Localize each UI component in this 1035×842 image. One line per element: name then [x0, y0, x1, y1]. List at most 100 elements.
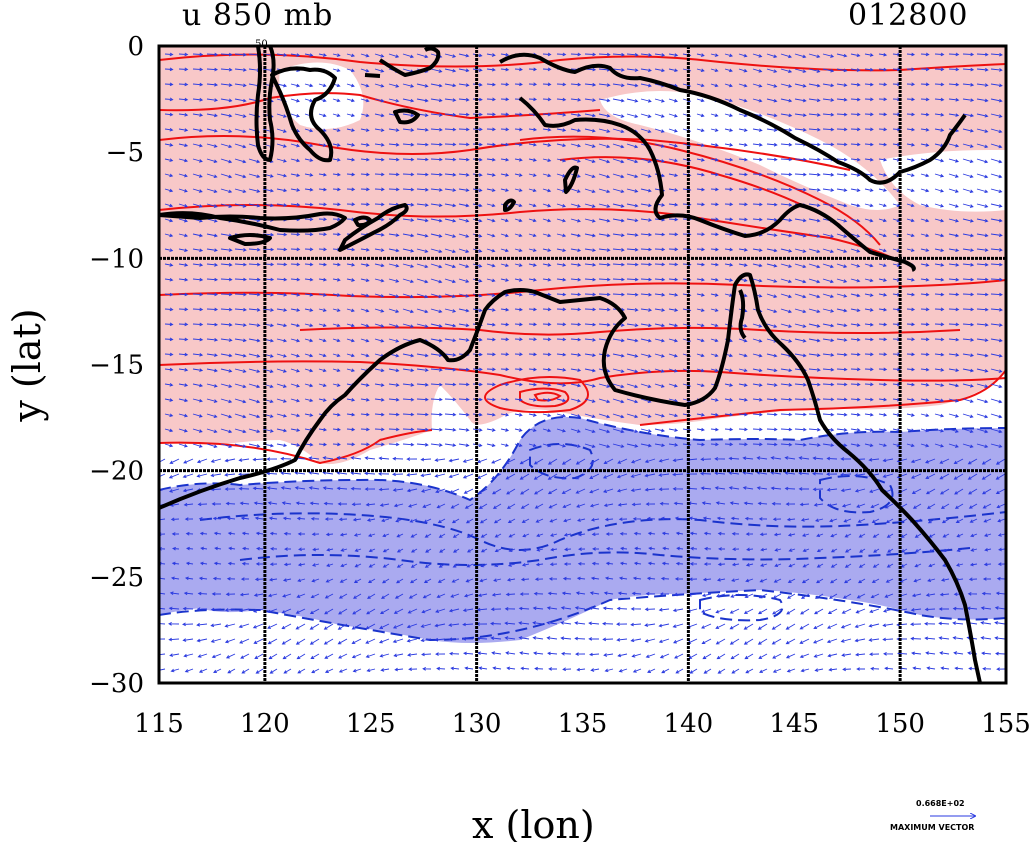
wind-vector [430, 157, 443, 162]
wind-vector [794, 172, 807, 177]
wind-vector [437, 578, 446, 583]
wind-vector [911, 593, 922, 598]
contour-label: 50 [255, 39, 268, 50]
wind-vector [731, 578, 740, 582]
wind-vector [304, 83, 314, 88]
wind-vector [752, 412, 763, 417]
wind-vector [772, 517, 782, 522]
wind-vector [374, 202, 385, 207]
wind-vector [528, 277, 537, 282]
wind-vector [962, 83, 975, 87]
wind-vector [780, 368, 793, 373]
wind-vector [640, 158, 652, 163]
wind-vector [794, 263, 807, 269]
wind-vector [410, 548, 418, 553]
wind-vector [626, 188, 639, 193]
wind-vector [500, 278, 510, 282]
wind-vector [248, 247, 261, 252]
wind-vector [234, 128, 247, 134]
wind-vector [206, 292, 219, 297]
wind-vector [318, 247, 328, 252]
wind-vector [836, 352, 848, 357]
wind-vector [654, 277, 666, 282]
wind-vector [252, 457, 264, 462]
wind-vector [696, 262, 706, 267]
wind-vector [906, 142, 916, 147]
wind-vector [948, 277, 960, 282]
wind-vector [477, 593, 488, 598]
wind-vector [982, 666, 992, 671]
wind-vector [234, 203, 247, 208]
wind-vector [980, 606, 992, 610]
wind-vector [478, 666, 488, 670]
wind-vector [808, 248, 821, 254]
wind-vector [472, 68, 483, 72]
weak-u-zone-3 [880, 150, 1006, 212]
wind-vector [506, 578, 516, 582]
wind-vector [710, 338, 719, 343]
wind-vector [976, 307, 989, 312]
wind-vector [787, 578, 796, 583]
wind-vector [220, 368, 233, 373]
wind-vector [616, 488, 628, 493]
wind-vector [715, 593, 726, 598]
wind-vector [220, 128, 233, 133]
wind-vector [546, 636, 558, 640]
wind-vector [416, 128, 429, 132]
wind-vector [570, 413, 581, 418]
wind-vector [654, 353, 665, 358]
wind-vector [612, 203, 625, 208]
wind-vector [710, 323, 719, 328]
wind-vector [673, 501, 684, 506]
wind-vector [448, 637, 460, 642]
wind-vector [934, 128, 945, 132]
wind-vector [619, 531, 628, 536]
wind-vector [836, 233, 848, 238]
wind-vector [640, 413, 652, 418]
wind-vector [262, 188, 274, 193]
wind-vector [822, 112, 835, 117]
wind-vector [570, 97, 582, 102]
wind-vector [276, 292, 288, 297]
wind-vector [332, 128, 341, 132]
wind-vector [164, 277, 174, 282]
wind-vector [883, 652, 894, 656]
wind-vector [752, 397, 763, 402]
wind-vector [646, 576, 656, 581]
wind-vector [556, 158, 567, 163]
wind-vector [444, 323, 457, 328]
wind-vector [528, 82, 538, 87]
wind-vector [598, 413, 611, 419]
wind-vector [346, 202, 356, 207]
wind-vector [542, 337, 552, 342]
wind-vector [464, 503, 474, 509]
wind-vector [168, 473, 180, 479]
wind-vector [402, 427, 415, 432]
wind-vector [304, 262, 314, 267]
x-tick-label: 135 [558, 709, 608, 739]
wind-vector [864, 337, 874, 342]
wind-vector [976, 413, 989, 419]
wind-vector [192, 158, 203, 163]
wind-vector [276, 413, 288, 418]
wind-vector [346, 83, 355, 88]
wind-vector [477, 651, 488, 655]
wind-vector [514, 263, 523, 267]
wind-vector [514, 413, 523, 417]
wind-vector [840, 472, 852, 477]
wind-vector [430, 248, 443, 254]
wind-vector [196, 607, 208, 611]
wind-vector [672, 458, 684, 463]
wind-vector [962, 398, 974, 403]
wind-vector [760, 547, 768, 552]
wind-vector [752, 248, 763, 252]
wind-vector [626, 353, 639, 358]
wind-vector [976, 143, 989, 149]
wind-vector [368, 578, 376, 584]
wind-vector [997, 518, 1006, 523]
wind-vector [248, 413, 261, 419]
wind-vector [491, 458, 502, 464]
wind-vector [759, 532, 768, 537]
x-tick-label: 140 [664, 709, 714, 739]
wind-vector [562, 503, 572, 509]
